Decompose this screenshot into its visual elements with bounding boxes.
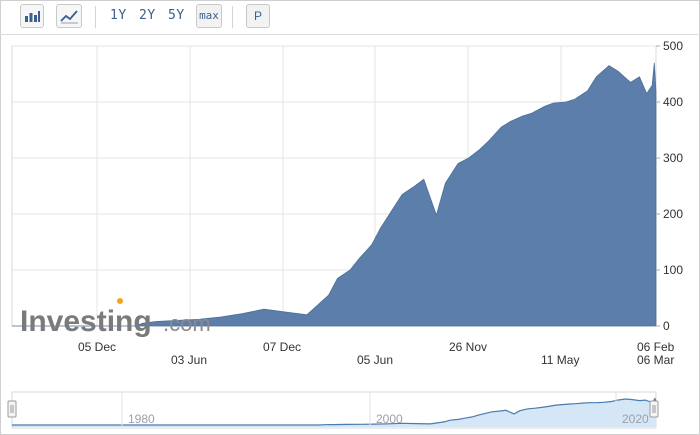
- watermark-dot-icon: [117, 298, 123, 304]
- navigator-tick-label: 2000: [376, 412, 403, 426]
- navigator-tick-label: 2020: [622, 412, 649, 426]
- navigator-line: [12, 397, 657, 426]
- range-max-button[interactable]: max: [196, 4, 222, 28]
- line-chart-icon: [60, 10, 78, 24]
- x-tick-label: 06 Mar: [637, 353, 674, 367]
- x-axis: 05 Dec 07 Dec 26 Nov 06 Feb 03 Jun 05 Jun 11 M…: [78, 340, 675, 367]
- x-tick-label: 05 Dec: [78, 340, 116, 354]
- x-tick-label: 11 May: [541, 353, 579, 367]
- price-area: [12, 62, 657, 327]
- navigator-area: [12, 398, 656, 427]
- navigator-right-handle[interactable]: [649, 400, 659, 418]
- navigator-left-handle[interactable]: [7, 400, 17, 418]
- y-tick-label: 300: [663, 151, 683, 165]
- bar-chart-button[interactable]: [20, 4, 44, 28]
- y-axis: 500 400 300 200 100 0: [656, 39, 683, 333]
- y-tick-label: 400: [663, 95, 683, 109]
- toolbar-divider: [95, 6, 96, 28]
- line-chart-button[interactable]: [56, 4, 82, 28]
- y-tick-label: 500: [663, 39, 683, 53]
- x-tick-label: 07 Dec: [263, 340, 301, 354]
- x-tick-label: 06 Feb: [637, 340, 675, 354]
- investing-watermark: Investing .com: [20, 298, 211, 338]
- range-5y-button[interactable]: 5Y: [168, 8, 185, 23]
- watermark-suffix: .com: [163, 311, 211, 336]
- y-tick-label: 100: [663, 263, 683, 277]
- range-1y-button[interactable]: 1Y: [110, 8, 127, 23]
- price-area-series: [12, 62, 657, 327]
- chart-toolbar: 1Y 2Y 5Y max P: [0, 0, 698, 35]
- time-navigator[interactable]: 1980 2000 2020: [7, 391, 659, 429]
- y-tick-label: 200: [663, 207, 683, 221]
- bar-chart-icon: [25, 11, 40, 22]
- y-tick-label: 0: [663, 319, 670, 333]
- period-button[interactable]: P: [246, 4, 270, 28]
- navigator-tick-label: 1980: [128, 412, 155, 426]
- toolbar-divider: [232, 6, 233, 28]
- watermark-brand: Investing: [20, 305, 152, 338]
- range-2y-button[interactable]: 2Y: [139, 8, 156, 23]
- x-tick-label: 03 Jun: [171, 353, 207, 367]
- x-tick-label: 26 Nov: [449, 340, 487, 354]
- x-tick-label: 05 Jun: [357, 353, 393, 367]
